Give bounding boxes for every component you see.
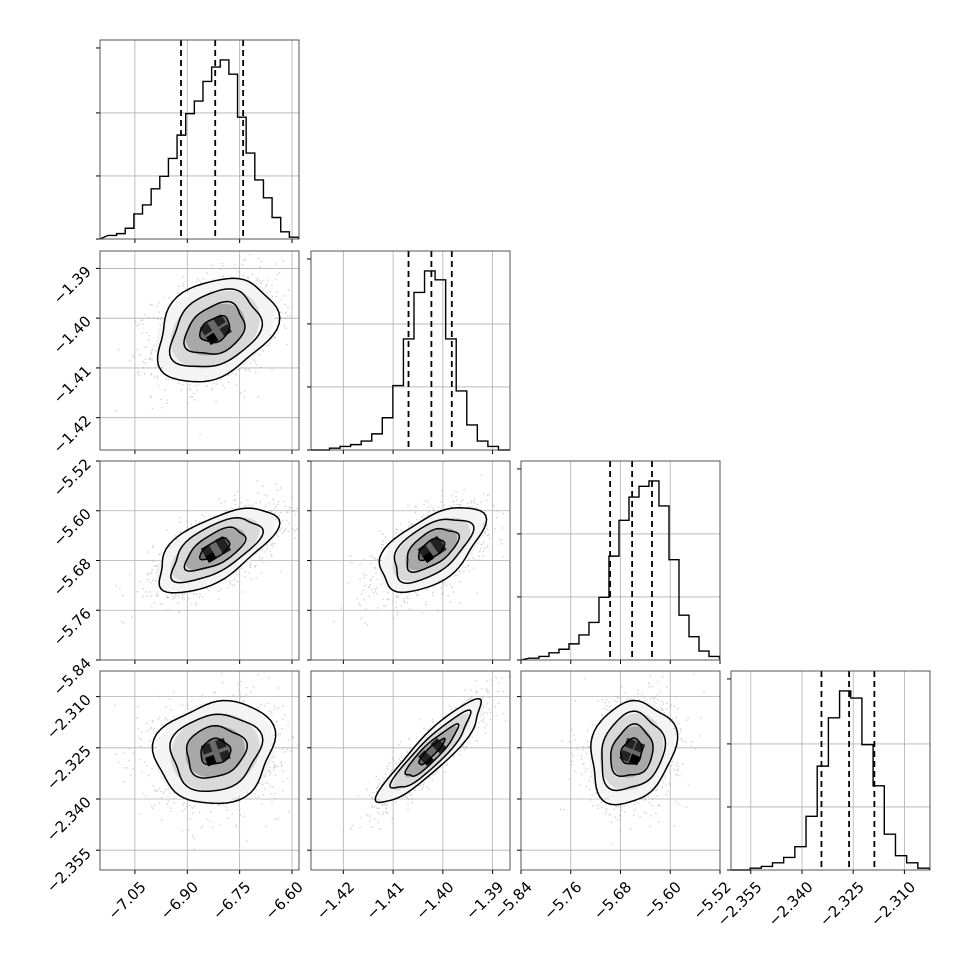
y-tick-label: −5.76 [50,604,95,649]
frame [310,460,511,661]
histogram-0 [99,59,300,240]
frame [520,460,721,661]
x-tick-label: −2.340 [765,878,817,930]
y-tick-label: −1.40 [50,312,95,357]
x-tick-label: −5.76 [540,878,585,923]
contour-line [200,737,232,766]
density-peak [418,750,431,764]
y-tick-label: −2.325 [43,742,95,794]
frame [520,670,721,871]
samples [333,474,504,626]
scatter-panel-1-3 [307,670,511,874]
contour-line [183,300,246,355]
hist-panel-0 [96,39,300,243]
x-tick-label: −6.90 [157,878,202,923]
contour-line [158,507,281,594]
frame [99,39,300,240]
hist-panel-3 [727,670,931,874]
y-tick-label: −2.355 [43,844,95,896]
x-tick-label: −1.42 [313,878,358,923]
x-tick-label: −5.60 [640,878,685,923]
y-tick-label: −5.68 [50,555,95,600]
contour-line [389,709,472,789]
y-tick-label: −5.60 [50,505,95,550]
panels [96,39,931,874]
frame [99,250,300,451]
y-tick-label: −5.52 [50,455,95,500]
hist-panel-2 [517,460,721,664]
scatter-panel-0-3 [96,670,300,874]
contour-line [417,537,446,562]
contour-line [170,517,264,584]
contour-line [418,737,446,766]
contour-line [601,710,667,792]
scatter-panel-1-2 [307,460,511,664]
contour-line [151,699,277,805]
contour-line [393,518,475,584]
contour-line [168,288,264,368]
x-tick-label: −1.40 [412,878,457,923]
density-peak [215,738,227,750]
contour-line [199,314,231,344]
x-tick-label: −5.68 [590,878,635,923]
contour-line [619,737,643,765]
histogram-3 [731,690,931,871]
y-tick-label: −5.84 [50,654,95,699]
density-peak [624,737,636,750]
x-tick-label: −6.60 [262,878,307,923]
y-tick-label: −1.39 [50,263,95,308]
x-tick-label: −6.75 [209,878,254,923]
frame [730,670,931,871]
contour-line [610,723,654,778]
y-tick-label: −1.42 [50,412,95,457]
contour-line [156,277,281,383]
density-peak [417,544,431,557]
contour-line [198,537,231,561]
hist-panel-1 [307,250,511,454]
histogram-2 [520,480,721,661]
x-tick-label: −7.05 [104,878,149,923]
contour-line [590,699,679,806]
scatter-panel-0-1 [96,250,300,454]
contour-line [374,697,482,804]
x-tick-label: −2.325 [816,878,868,930]
x-tick-label: −2.310 [867,878,919,930]
contour-line [404,723,460,777]
contour-line [183,526,247,572]
y-tick-label: −2.340 [43,793,95,845]
density-peak [200,544,214,557]
frame [310,670,511,871]
contour-line [185,724,249,779]
frame [310,250,511,451]
frame [99,670,300,871]
y-tick-label: −1.41 [50,362,95,407]
histogram-1 [311,270,510,451]
y-tick-label: −2.310 [43,691,95,743]
contour-line [169,713,264,793]
contour-line [378,507,488,594]
frame [99,460,300,661]
x-tick-label: −1.41 [363,878,408,923]
contour-line [406,527,461,573]
scatter-panel-2-3 [517,670,721,874]
scatter-panel-0-2 [96,460,300,664]
